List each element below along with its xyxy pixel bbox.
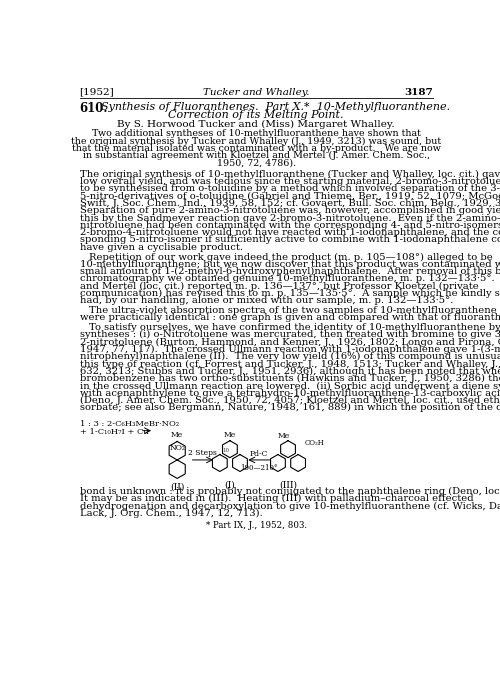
- Text: with acenaphthylene to give a tetrahydro-10-methylfluoranthene-13-carboxylic aci: with acenaphthylene to give a tetrahydro…: [80, 388, 500, 398]
- Text: 2 Steps: 2 Steps: [188, 449, 217, 457]
- Text: syntheses : (i) o-Nitrotoluene was mercurated, then treated with bromine to give: syntheses : (i) o-Nitrotoluene was mercu…: [80, 330, 500, 340]
- Text: in the crossed Ullmann reaction are lowered.  (ii) Sorbic acid underwent a diene: in the crossed Ullmann reaction are lowe…: [80, 382, 500, 390]
- Text: Separation of pure 2-amino-3-nitrotoluene was, however, accomplished in good yie: Separation of pure 2-amino-3-nitrotoluen…: [80, 206, 500, 215]
- Text: 2-bromo-4-nitrotoluene would not have reacted with 1-iodonaphthalene, and the co: 2-bromo-4-nitrotoluene would not have re…: [80, 228, 500, 237]
- Text: small amount of 1-(2-methyl-6-hydroxyphenyl)naphthalene.  After removal of this : small amount of 1-(2-methyl-6-hydroxyphe…: [80, 267, 500, 276]
- Text: had, by our handling, alone or mixed with our sample, m. p. 132—133·5°.: had, by our handling, alone or mixed wit…: [80, 296, 453, 306]
- Text: Me: Me: [278, 432, 290, 440]
- Text: this by the Sandmeyer reaction gave 2-bromo-3-nitrotoluene.  Even if the 2-amino: this by the Sandmeyer reaction gave 2-br…: [80, 213, 500, 223]
- Text: Repetition of our work gave indeed the product (m. p. 105—108°) alleged to be: Repetition of our work gave indeed the p…: [89, 253, 492, 261]
- Text: (II): (II): [170, 482, 184, 492]
- Text: 2-nitrotoluene (Burton, Hammond, and Kenner, J., 1926, 1802; Longo and Pirona, G: 2-nitrotoluene (Burton, Hammond, and Ken…: [80, 337, 500, 347]
- Text: 5-nitro-derivatives of o-toluidine (Gabriel and Thieme, Ber., 1919, 52, 1079; Mc: 5-nitro-derivatives of o-toluidine (Gabr…: [80, 191, 500, 200]
- Text: (I): (I): [224, 481, 235, 490]
- Text: * Part IX, J., 1952, 803.: * Part IX, J., 1952, 803.: [206, 521, 307, 530]
- Text: CO₂H: CO₂H: [305, 439, 325, 447]
- Text: and Mertel (loc. cit.) reported m. p. 136—137°, but Professor Kloetzel (private: and Mertel (loc. cit.) reported m. p. 13…: [80, 282, 478, 291]
- Text: + 1-C₁₀H₇I + Cu: + 1-C₁₀H₇I + Cu: [80, 428, 148, 436]
- Text: nitrophenyl)naphthalene (II).  The very low yield (16%) of this compound is unus: nitrophenyl)naphthalene (II). The very l…: [80, 352, 500, 361]
- Text: low overall yield, and was tedious since the starting material, 2-bromo-3-nitrot: low overall yield, and was tedious since…: [80, 177, 500, 186]
- Text: NO₂: NO₂: [170, 444, 185, 452]
- Text: 1 : 3 : 2-C₆H₃MeBr·NO₂: 1 : 3 : 2-C₆H₃MeBr·NO₂: [80, 420, 178, 428]
- Text: Lack, J. Org. Chem., 1947, 12, 713).: Lack, J. Org. Chem., 1947, 12, 713).: [80, 509, 262, 518]
- Text: The original synthesis of 10-methylfluoranthene (Tucker and Whalley, loc. cit.) : The original synthesis of 10-methylfluor…: [80, 170, 500, 179]
- Text: 10-methylfluoranthene; but we now discover that this product was contaminated wi: 10-methylfluoranthene; but we now discov…: [80, 260, 500, 269]
- Text: Synthesis of Fluoranthenes.  Part X.*  10-Methylfluoranthene.: Synthesis of Fluoranthenes. Part X.* 10-…: [101, 101, 451, 111]
- Text: (III): (III): [279, 481, 297, 490]
- Text: Tucker and Whalley.: Tucker and Whalley.: [203, 88, 310, 96]
- Text: sorbate; see also Bergmann, Nature, 1948, 161, 889) in which the position of the: sorbate; see also Bergmann, Nature, 1948…: [80, 403, 500, 412]
- Text: were practically identical : one graph is given and compared with that of fluora: were practically identical : one graph i…: [80, 313, 500, 323]
- Text: [1952]: [1952]: [80, 88, 114, 96]
- Text: to be synthesised from o-toluidine by a method which involved separation of the : to be synthesised from o-toluidine by a …: [80, 184, 500, 194]
- Text: have given a cyclisable product.: have given a cyclisable product.: [80, 243, 242, 252]
- Text: dehydrogenation and decarboxylation to give 10-methylfluoranthene (cf. Wicks, Da: dehydrogenation and decarboxylation to g…: [80, 502, 500, 511]
- Text: Swift, J. Soc. Chem. Ind., 1939, 58, 152; cf. Govaert, Bull. Soc. chim. Belg., 1: Swift, J. Soc. Chem. Ind., 1939, 58, 152…: [80, 199, 500, 208]
- Text: 10: 10: [222, 448, 230, 453]
- Text: (Deno, J. Amer. Chem. Soc., 1950, 72, 4057; Kloetzel and Mertel, loc. cit., used: (Deno, J. Amer. Chem. Soc., 1950, 72, 40…: [80, 396, 500, 405]
- Text: Me: Me: [224, 431, 236, 439]
- Text: By S. Horwood Tucker and (Miss) Margaret Whalley.: By S. Horwood Tucker and (Miss) Margaret…: [118, 120, 395, 129]
- Text: It may be as indicated in (III).  Heating (III) with palladium–charcoal effected: It may be as indicated in (III). Heating…: [80, 494, 473, 503]
- Text: communication) has revised this to m. p. 135—135·5°.  A sample which he kindly s: communication) has revised this to m. p.…: [80, 289, 500, 298]
- Text: Pd-C: Pd-C: [250, 449, 268, 458]
- Text: bromobenzene has two ortho-substituents (Hawkins and Tucker, J., 1950, 3286) the: bromobenzene has two ortho-substituents …: [80, 374, 500, 383]
- Text: this type of reaction (cf. Forrest and Tucker, J., 1948, 1513; Tucker and Whalle: this type of reaction (cf. Forrest and T…: [80, 359, 500, 369]
- Text: bond is unknown : it is probably not conjugated to the naphthalene ring (Deno, l: bond is unknown : it is probably not con…: [80, 487, 500, 496]
- Text: 1950, 72, 4786).: 1950, 72, 4786).: [216, 158, 296, 168]
- Text: that the material isolated was contaminated with a by-product.   We are now: that the material isolated was contamina…: [72, 144, 440, 153]
- Text: To satisfy ourselves, we have confirmed the identity of 10-methylfluoranthene by: To satisfy ourselves, we have confirmed …: [89, 323, 500, 332]
- Text: 3187: 3187: [404, 88, 433, 96]
- Text: the original synthesis by Tucker and Whalley (J., 1949, 3213) was sound, but: the original synthesis by Tucker and Wha…: [71, 136, 442, 146]
- Text: in substantial agreement with Kloetzel and Mertel (J. Amer. Chem. Soc.,: in substantial agreement with Kloetzel a…: [82, 151, 430, 160]
- Text: 610.: 610.: [80, 101, 108, 115]
- Text: Me: Me: [171, 431, 183, 439]
- Text: Correction of its Melting Point.: Correction of its Melting Point.: [168, 110, 344, 120]
- Text: The ultra-violet absorption spectra of the two samples of 10-methylfluoranthene : The ultra-violet absorption spectra of t…: [89, 306, 500, 315]
- Text: Two additional syntheses of 10-methylfluoranthene have shown that: Two additional syntheses of 10-methylflu…: [92, 129, 420, 139]
- Text: nitrotoluene had been contaminated with the corresponding 4- and 5-nitro-isomers: nitrotoluene had been contaminated with …: [80, 221, 500, 230]
- Text: sponding 5-nitro-isomer if sufficiently active to combine with 1-iodonaphthalene: sponding 5-nitro-isomer if sufficiently …: [80, 236, 500, 244]
- Text: 632, 3213; Stubbs and Tucker, J., 1951, 2936), although it has been noted that w: 632, 3213; Stubbs and Tucker, J., 1951, …: [80, 367, 500, 376]
- Text: 1947, 77, 117).  The crossed Ullmann reaction with 1-iodonaphthalene gave 1-(3-m: 1947, 77, 117). The crossed Ullmann reac…: [80, 345, 500, 354]
- Text: 190—210°: 190—210°: [240, 464, 278, 472]
- Text: chromatography we obtained genuine 10-methylfluoranthene, m. p. 132—133·5°.  Klo: chromatography we obtained genuine 10-me…: [80, 274, 500, 283]
